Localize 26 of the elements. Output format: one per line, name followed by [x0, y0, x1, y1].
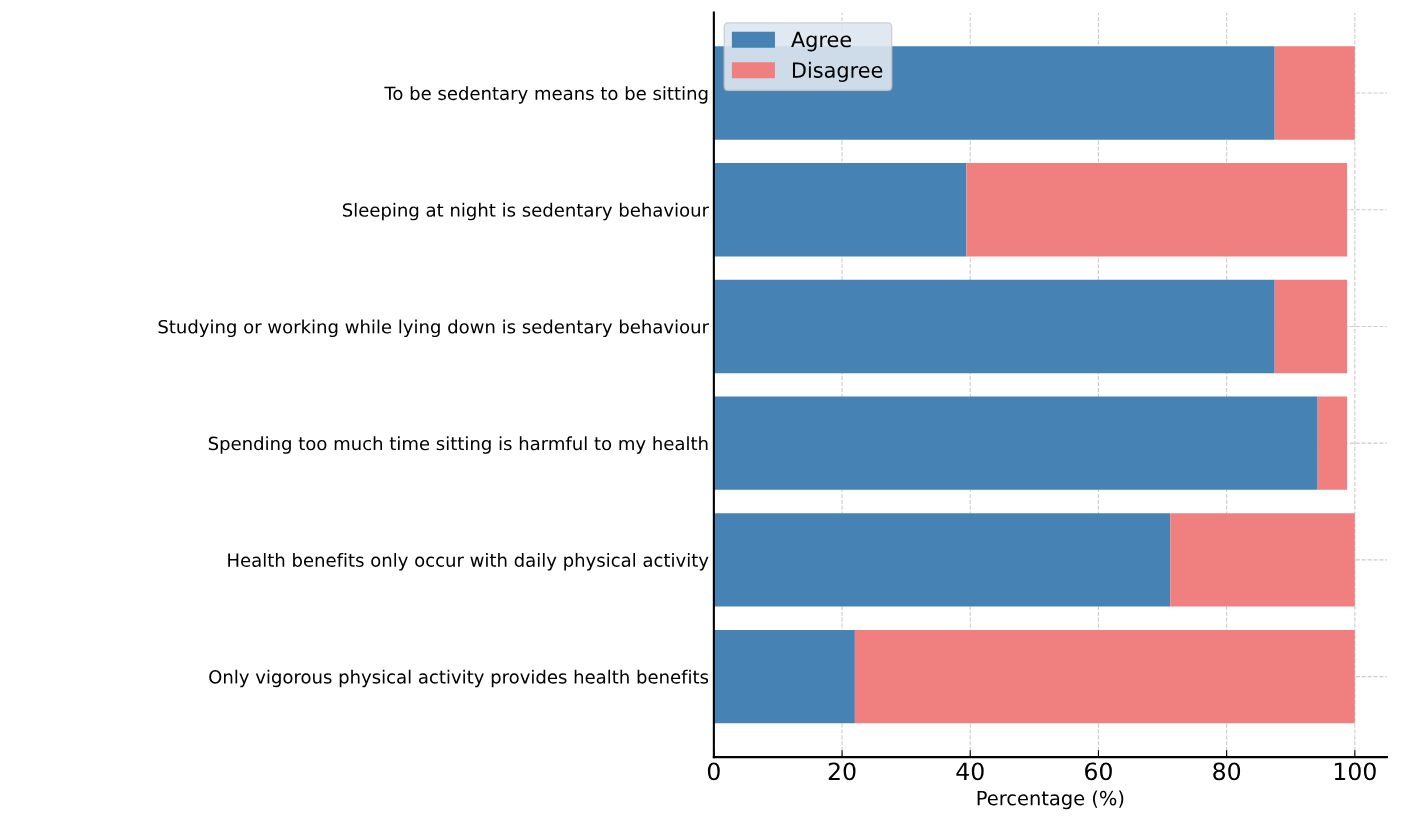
- x-axis-title: Percentage (%): [977, 790, 1124, 810]
- bar: [1274, 46, 1355, 140]
- x-tick-label: 0: [707, 762, 720, 781]
- x-tick-label: 40: [956, 762, 984, 781]
- y-tick-label: Studying or working while lying down is sedentary behaviour: [158, 319, 709, 338]
- x-tick-label: 20: [828, 762, 856, 781]
- bar: [966, 163, 1348, 257]
- y-tick-label: To be sedentary means to be sitting: [384, 86, 708, 104]
- y-tick-label: Only vigorous physical activity provides health benefits: [209, 669, 709, 688]
- y-tick-label: Sleeping at night is sedentary behaviour: [342, 202, 709, 221]
- bar: [713, 163, 967, 257]
- legend-label: Agree: [791, 31, 852, 52]
- bar: [854, 629, 1355, 724]
- bar: [713, 513, 1171, 607]
- bar: [1317, 396, 1348, 490]
- x-tick-label: 100: [1334, 762, 1376, 781]
- bar: [1170, 513, 1355, 607]
- bar: [1274, 279, 1348, 374]
- legend-label: Disagree: [792, 61, 883, 82]
- bar: [713, 396, 1318, 490]
- bar: [713, 629, 855, 724]
- y-tick-label: Spending too much time sitting is harmful to my health: [208, 436, 708, 454]
- bar: [713, 279, 1275, 374]
- y-tick-label: Health benefits only occur with daily physical activity: [228, 553, 709, 571]
- x-tick-label: 60: [1085, 762, 1112, 781]
- x-tick-label: 80: [1213, 762, 1241, 781]
